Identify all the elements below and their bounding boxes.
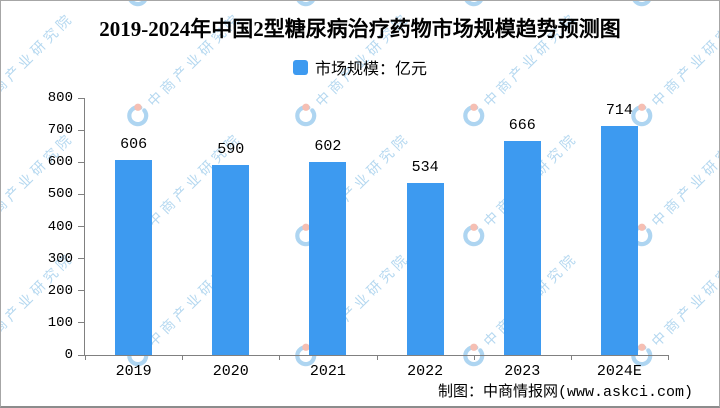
askci-logo-icon <box>127 1 149 7</box>
y-tick <box>78 322 85 324</box>
y-tick <box>78 161 85 163</box>
watermark: 中商产业研究院 <box>122 1 246 12</box>
legend: 市场规模：亿元 <box>1 55 719 79</box>
y-tick-label: 800 <box>47 90 73 106</box>
x-tick <box>571 355 572 360</box>
y-tick <box>78 193 85 195</box>
bar-value-label: 590 <box>217 141 245 159</box>
x-tick <box>474 355 475 360</box>
x-category-label: 2022 <box>407 363 444 380</box>
bar-value-label: 714 <box>605 101 633 119</box>
y-tick <box>78 97 85 99</box>
y-tick <box>78 354 85 356</box>
x-tick <box>377 355 378 360</box>
askci-logo-icon <box>631 1 653 7</box>
askci-logo-icon <box>463 1 485 7</box>
y-tick-label: 700 <box>47 122 73 139</box>
source-credit: 制图：中商情报网(www.askci.com) <box>438 384 694 401</box>
y-tick-label: 300 <box>47 250 73 267</box>
x-tick <box>85 355 86 360</box>
bar-value-label: 534 <box>411 159 439 177</box>
bar-2022 <box>406 183 444 355</box>
bar-2020 <box>212 165 250 355</box>
y-tick <box>78 290 85 292</box>
bar-2019 <box>115 160 153 355</box>
watermark: 中商产业研究院 <box>290 1 414 12</box>
watermark: 中商产业研究院 <box>626 1 719 12</box>
bar-value-label: 606 <box>120 136 148 154</box>
x-category-label: 2020 <box>212 363 249 380</box>
x-category-label: 2023 <box>504 363 541 380</box>
y-tick-label: 400 <box>47 218 73 235</box>
bar-2021 <box>309 161 347 355</box>
bar-value-label: 666 <box>508 117 536 135</box>
x-tick <box>182 355 183 360</box>
bar-2024E <box>600 125 638 355</box>
x-tick <box>668 355 669 360</box>
bar-value-label: 602 <box>314 137 342 155</box>
y-tick-label: 0 <box>64 347 73 363</box>
legend-swatch <box>292 59 308 75</box>
askci-logo-icon <box>295 1 317 7</box>
y-tick <box>78 129 85 131</box>
x-tick <box>279 355 280 360</box>
watermark-text: 中商产业研究院 <box>0 129 77 230</box>
legend-label: 市场规模：亿元 <box>314 61 427 78</box>
bar-2023 <box>503 141 541 355</box>
plot-area: 0 100 200 300 400 500 600 700 800 606 2019 590 2020 6… <box>48 90 669 380</box>
watermark: 中商产业研究院 <box>1 1 79 12</box>
y-tick-label: 200 <box>47 282 73 299</box>
x-category-label: 2024E <box>596 363 642 380</box>
y-tick <box>78 258 85 260</box>
y-tick <box>78 226 85 227</box>
x-category-label: 2019 <box>115 363 152 380</box>
watermark: 中商产业研究院 <box>458 1 582 12</box>
y-tick-label: 500 <box>47 186 73 203</box>
y-tick-label: 100 <box>47 314 73 331</box>
x-category-label: 2021 <box>309 363 346 380</box>
y-tick-label: 600 <box>47 154 73 171</box>
chart-title: 2019-2024年中国2型糖尿病治疗药物市场规模趋势预测图 <box>99 17 621 41</box>
